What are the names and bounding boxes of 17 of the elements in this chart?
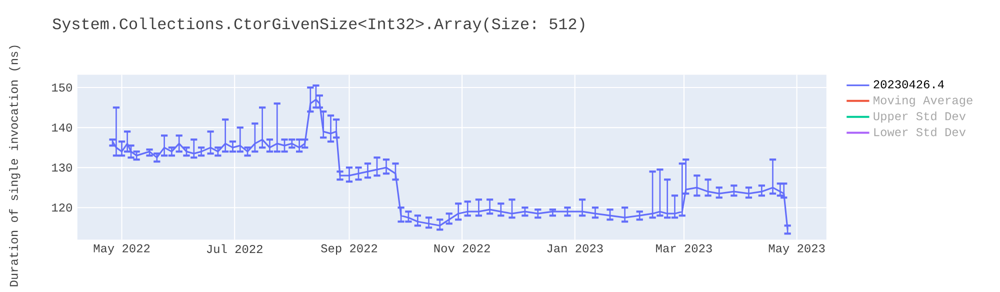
y-tick-label: 140 — [52, 124, 72, 132]
legend-label: Moving Average — [874, 96, 972, 107]
x-tick-label: Mar 2023 — [656, 244, 712, 253]
x-tick-label: May 2022 — [94, 244, 150, 255]
legend-label: Lower Std Dev — [874, 128, 966, 136]
x-tick-label: Nov 2022 — [434, 244, 490, 253]
y-axis-title: Duration of single invocation (ns) — [9, 46, 20, 286]
legend-label: Upper Std Dev — [874, 112, 966, 123]
y-tick-label: 120 — [52, 204, 72, 212]
y-tick-label: 130 — [52, 164, 72, 172]
x-tick-label: May 2023 — [768, 244, 825, 255]
legend-label: 20230426.4 — [874, 80, 944, 89]
x-tick-label: Sep 2022 — [321, 244, 378, 255]
x-tick-label: Jul 2022 — [206, 244, 262, 254]
y-tick-label: 150 — [52, 84, 72, 92]
chart-title: System.Collections.CtorGivenSize<Int32>.Array(Size: 512) — [52, 18, 584, 33]
x-tick-label: Jan 2023 — [547, 244, 603, 253]
